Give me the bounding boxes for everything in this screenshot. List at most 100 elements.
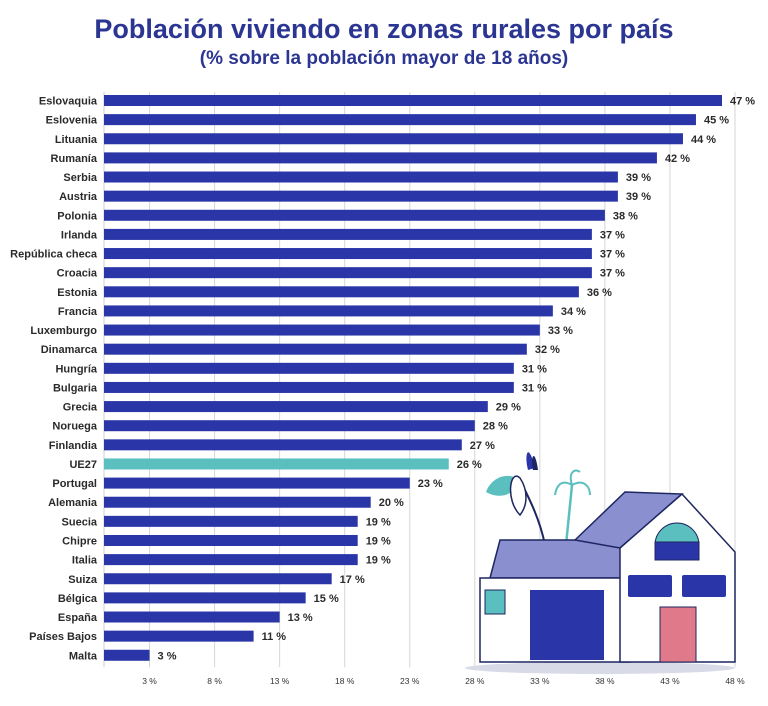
value-label: 17 % bbox=[340, 574, 365, 586]
category-label: Países Bajos bbox=[29, 631, 97, 643]
value-label: 32 % bbox=[535, 344, 560, 356]
bar bbox=[104, 573, 332, 585]
bar bbox=[104, 630, 254, 642]
x-tick-label: 38 % bbox=[595, 676, 615, 686]
bar bbox=[104, 420, 475, 432]
category-label: Dinamarca bbox=[41, 344, 98, 356]
value-label: 13 % bbox=[288, 612, 313, 624]
value-label: 15 % bbox=[314, 593, 339, 605]
category-label: Irlanda bbox=[61, 229, 98, 241]
value-label: 38 % bbox=[613, 210, 638, 222]
bar bbox=[104, 286, 579, 298]
value-label: 37 % bbox=[600, 229, 625, 241]
bar bbox=[104, 324, 540, 336]
category-label: Bulgaria bbox=[53, 382, 98, 394]
bar bbox=[104, 477, 410, 489]
bar bbox=[104, 133, 683, 145]
value-label: 27 % bbox=[470, 440, 495, 452]
value-label: 29 % bbox=[496, 402, 521, 414]
bar bbox=[104, 95, 722, 106]
x-tick-label: 8 % bbox=[207, 676, 222, 686]
bars bbox=[104, 95, 722, 661]
category-label: Portugal bbox=[52, 478, 97, 490]
x-tick-label: 48 % bbox=[725, 676, 745, 686]
value-label: 19 % bbox=[366, 516, 391, 528]
value-label: 31 % bbox=[522, 363, 547, 375]
bar bbox=[104, 381, 514, 393]
x-tick-labels: 3 % 8 % 13 % 18 % 23 % 28 % 33 % 38 % 43 % 48 % bbox=[142, 676, 745, 686]
chart-title: Población viviendo en zonas rurales por … bbox=[94, 14, 674, 44]
x-tick-label: 18 % bbox=[335, 676, 355, 686]
x-tick-label: 13 % bbox=[270, 676, 290, 686]
value-label: 19 % bbox=[366, 555, 391, 567]
bar bbox=[104, 439, 462, 451]
chart-subtitle: (% sobre la población mayor de 18 años) bbox=[199, 48, 569, 69]
value-label: 20 % bbox=[379, 497, 404, 509]
category-label: Estonia bbox=[57, 287, 98, 299]
value-label: 26 % bbox=[457, 459, 482, 471]
category-label: Lituania bbox=[55, 134, 98, 146]
category-label: Alemania bbox=[48, 497, 98, 509]
category-label: Italia bbox=[72, 555, 98, 567]
category-label: Polonia bbox=[57, 210, 98, 222]
category-label: Suecia bbox=[62, 516, 98, 528]
value-label: 33 % bbox=[548, 325, 573, 337]
bar bbox=[104, 362, 514, 374]
value-label: 37 % bbox=[600, 249, 625, 261]
value-labels: 47 %45 % 44 %42 % 39 % 39 % 38 % 37 % 37 % 37 %… bbox=[158, 96, 756, 663]
value-label: 37 % bbox=[600, 268, 625, 280]
bar bbox=[104, 458, 449, 470]
value-label: 39 % bbox=[626, 172, 651, 184]
category-label: Croacia bbox=[57, 268, 98, 280]
category-label: Eslovaquia bbox=[39, 96, 98, 108]
bar bbox=[104, 267, 592, 279]
x-tick-label: 28 % bbox=[465, 676, 485, 686]
value-label: 3 % bbox=[158, 650, 177, 662]
category-label: Grecia bbox=[63, 402, 98, 414]
bar bbox=[104, 152, 657, 164]
category-label: Suiza bbox=[68, 574, 98, 586]
category-label: Noruega bbox=[52, 421, 98, 433]
house-illustration bbox=[465, 452, 736, 674]
bar bbox=[104, 401, 488, 413]
bar bbox=[104, 534, 358, 546]
category-label: Eslovenia bbox=[46, 115, 98, 127]
bar bbox=[104, 190, 618, 202]
value-label: 36 % bbox=[587, 287, 612, 299]
bar bbox=[104, 343, 527, 355]
category-label: Chipre bbox=[62, 535, 97, 547]
category-label: Francia bbox=[58, 306, 98, 318]
value-label: 34 % bbox=[561, 306, 586, 318]
value-label: 47 % bbox=[730, 96, 755, 108]
bar bbox=[104, 228, 592, 240]
category-label: Austria bbox=[59, 191, 98, 203]
category-label: Bélgica bbox=[58, 593, 98, 605]
bar bbox=[104, 305, 553, 317]
category-label: Rumanía bbox=[51, 153, 98, 165]
value-label: 28 % bbox=[483, 421, 508, 433]
category-label: Luxemburgo bbox=[30, 325, 97, 337]
x-tick-label: 43 % bbox=[660, 676, 680, 686]
value-label: 23 % bbox=[418, 478, 443, 490]
value-label: 11 % bbox=[262, 631, 287, 643]
x-tick-label: 3 % bbox=[142, 676, 157, 686]
value-label: 39 % bbox=[626, 191, 651, 203]
bar bbox=[104, 592, 306, 604]
category-label: Malta bbox=[69, 650, 98, 662]
bar bbox=[104, 248, 592, 260]
value-label: 42 % bbox=[665, 153, 690, 165]
x-tick-label: 23 % bbox=[400, 676, 420, 686]
value-label: 44 % bbox=[691, 134, 716, 146]
value-label: 19 % bbox=[366, 535, 391, 547]
value-label: 31 % bbox=[522, 382, 547, 394]
category-label: Hungría bbox=[55, 363, 97, 375]
category-labels: Eslovaquia Eslovenia Lituania Rumanía Serbia… bbox=[10, 96, 98, 663]
bar bbox=[104, 114, 696, 126]
bar bbox=[104, 496, 371, 508]
bar bbox=[104, 209, 605, 221]
value-label: 45 % bbox=[704, 115, 729, 127]
category-label: Finlandia bbox=[49, 440, 98, 452]
category-label: República checa bbox=[10, 249, 98, 261]
bar bbox=[104, 611, 280, 623]
